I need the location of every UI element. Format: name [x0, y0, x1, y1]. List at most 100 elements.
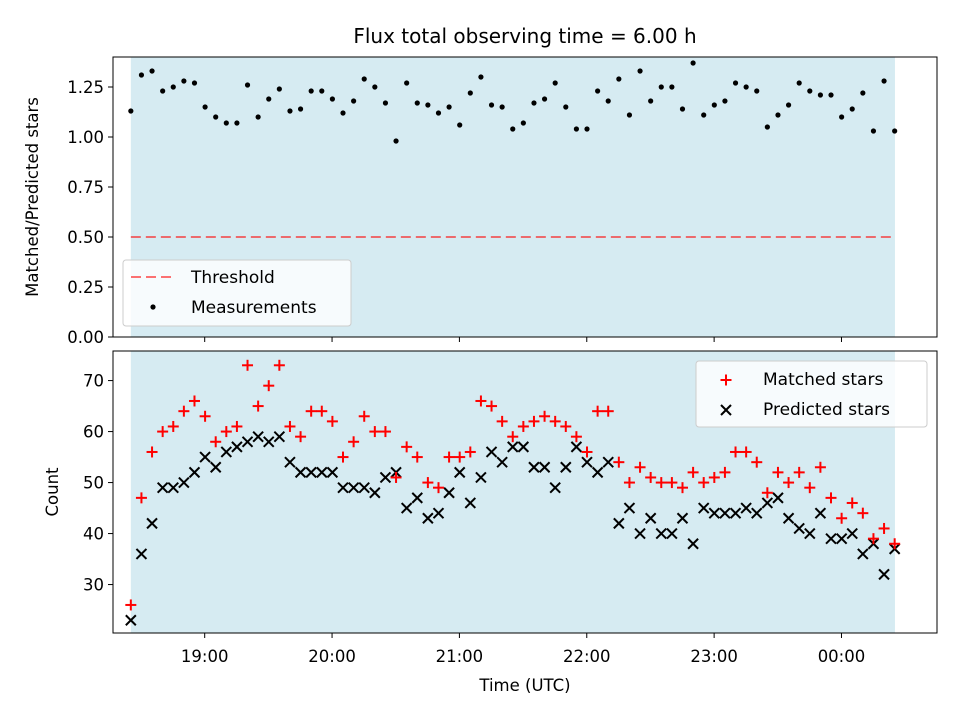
- measurement-point: [743, 84, 749, 90]
- matched-star-point: [167, 420, 179, 432]
- predicted-star-point: [761, 497, 774, 509]
- matched-star-point: [411, 451, 423, 463]
- matched-star-point: [486, 400, 498, 412]
- predicted-star-point: [284, 456, 296, 468]
- measurement-point: [138, 72, 145, 78]
- matched-star-point: [422, 477, 434, 489]
- top-panel: 0.00 0.25 0.50 0.75 1.00 1.25 Flux total obse…: [23, 24, 938, 347]
- predicted-star-point: [231, 441, 243, 453]
- matched-star-point: [220, 426, 232, 438]
- predicted-star-point: [167, 481, 179, 494]
- predicted-star-point: [485, 446, 498, 458]
- predicted-star-point: [125, 614, 137, 626]
- measurement-point: [701, 112, 707, 118]
- legend-predicted-label: Predicted stars: [763, 400, 890, 420]
- measurement-point: [764, 124, 770, 130]
- predicted-star-point: [782, 512, 795, 524]
- matched-star-point: [337, 451, 349, 463]
- legend-measurements-label: Measurements: [191, 298, 317, 318]
- legend-matched-marker: [720, 374, 732, 386]
- predicted-star-point: [538, 461, 551, 473]
- top-x-ticks: [204, 337, 842, 342]
- matched-star-point: [889, 538, 901, 550]
- measurement-points: [128, 60, 898, 144]
- measurement-point: [446, 104, 452, 110]
- bottom-y-tick-label: 70: [83, 372, 104, 391]
- matched-star-point: [740, 446, 752, 458]
- matched-star-point: [549, 415, 561, 427]
- matched-star-point: [178, 405, 190, 417]
- measurement-point: [541, 96, 548, 102]
- predicted-star-point: [135, 548, 148, 560]
- measurement-point: [849, 106, 855, 112]
- legend-predicted-marker: [720, 404, 732, 416]
- matched-star-point: [676, 482, 688, 494]
- predicted-star-point: [379, 471, 392, 484]
- measurement-point: [807, 88, 813, 94]
- predicted-star-point: [634, 527, 646, 540]
- predicted-star-point: [729, 507, 742, 519]
- legend-matched-swatch: [720, 374, 732, 386]
- top-y-axis-label: Matched/Predicted stars: [23, 97, 42, 297]
- predicted-star-point: [772, 492, 784, 504]
- matched-star-point: [369, 426, 381, 438]
- predicted-star-point: [305, 466, 317, 479]
- predicted-star-point: [464, 497, 477, 509]
- bottom-y-ticks: 30 40 50 60 70: [83, 372, 113, 595]
- predicted-star-point: [793, 522, 805, 535]
- matched-star-point: [464, 446, 476, 458]
- predicted-star-point: [708, 507, 721, 519]
- top-y-tick-label: 0.00: [67, 328, 104, 347]
- measurement-point: [690, 60, 696, 66]
- matched-star-point: [867, 533, 879, 545]
- matched-star-point: [231, 420, 243, 432]
- predicted-star-point: [316, 466, 328, 479]
- measurement-point: [722, 98, 728, 104]
- predicted-star-point: [273, 430, 286, 443]
- matched-star-point: [581, 446, 593, 458]
- matched-star-point: [825, 492, 837, 504]
- measurement-point: [839, 114, 845, 120]
- measurement-point: [213, 114, 219, 120]
- predicted-star-point: [814, 507, 827, 519]
- measurement-point: [266, 96, 272, 102]
- predicted-star-point: [347, 481, 360, 494]
- predicted-star-point: [687, 538, 699, 550]
- measurement-point: [425, 102, 431, 108]
- measurement-point: [457, 122, 463, 128]
- measurement-point: [563, 104, 569, 110]
- predicted-star-point: [698, 502, 710, 514]
- matched-star-point: [772, 466, 784, 478]
- bottom-y-axis-label: Count: [43, 467, 62, 517]
- measurement-point: [754, 88, 760, 94]
- bottom-y-tick-label: 40: [83, 525, 104, 544]
- matched-star-point: [719, 466, 731, 478]
- matched-star-point: [761, 487, 773, 499]
- measurement-point: [149, 68, 155, 74]
- measurement-point: [573, 126, 580, 132]
- predicted-star-point: [857, 548, 869, 560]
- matched-star-point: [252, 400, 264, 412]
- matched-star-point: [687, 466, 699, 478]
- measurement-point: [679, 106, 686, 112]
- predicted-star-point: [846, 527, 858, 540]
- predicted-star-point: [220, 446, 233, 458]
- measurement-point: [372, 84, 378, 90]
- predicted-star-point: [199, 451, 211, 463]
- matched-star-point: [316, 405, 328, 417]
- predicted-star-point: [358, 481, 370, 494]
- measurement-point: [467, 90, 473, 96]
- measurement-point: [711, 102, 717, 108]
- predicted-star-point: [188, 466, 201, 479]
- predicted-star-point: [507, 441, 519, 453]
- matched-star-point: [560, 420, 572, 432]
- predicted-star-point: [326, 466, 339, 479]
- measurement-point: [775, 112, 781, 118]
- matched-star-point: [326, 415, 338, 427]
- predicted-star-point: [835, 532, 848, 545]
- predicted-star-point: [719, 507, 731, 519]
- matched-star-point: [708, 471, 720, 483]
- matched-star-point: [613, 456, 625, 468]
- matched-star-point: [263, 380, 275, 392]
